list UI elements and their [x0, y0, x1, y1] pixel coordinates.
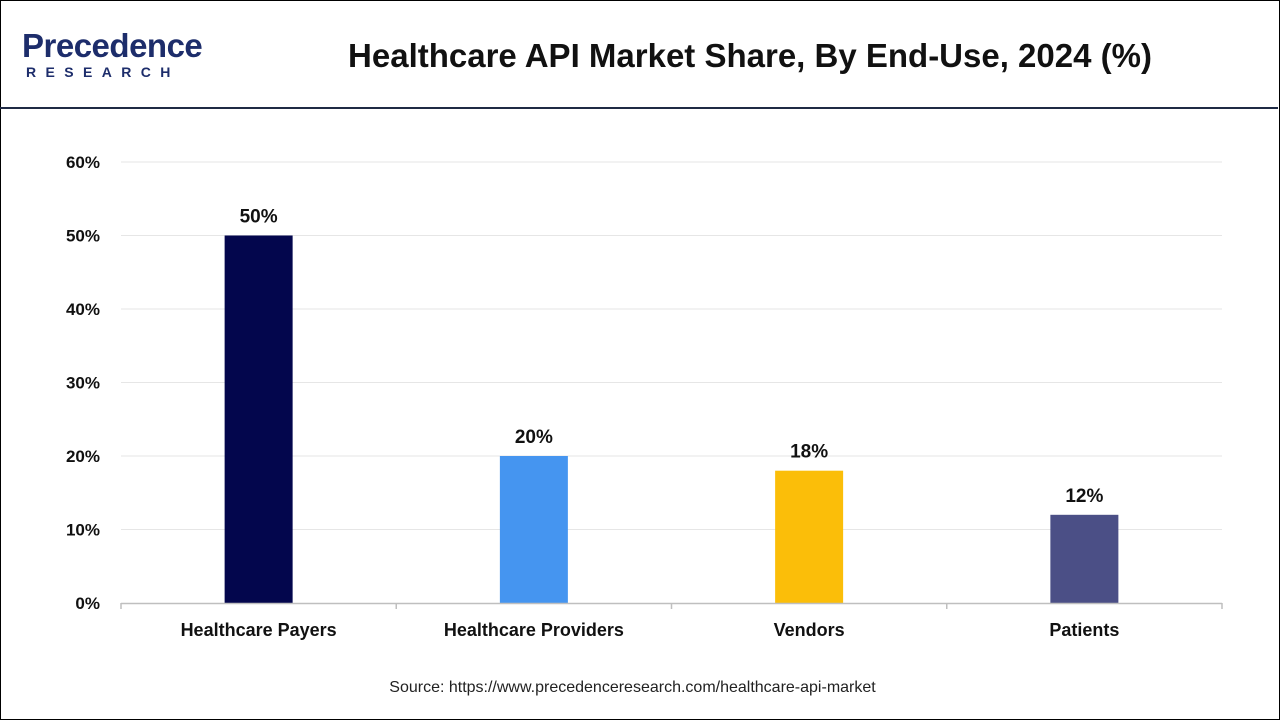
- y-tick-label: 50%: [66, 227, 100, 246]
- logo-wordmark: Precedence: [22, 27, 203, 64]
- x-tick-label: Healthcare Payers: [181, 620, 337, 640]
- x-axis: [120, 602, 1223, 609]
- y-tick-label: 30%: [66, 374, 100, 393]
- data-label: 50%: [240, 207, 278, 228]
- precedence-research-logo: Precedence RESEARCH: [22, 28, 222, 84]
- y-tick-label: 0%: [75, 594, 100, 613]
- data-label: 18%: [790, 442, 828, 463]
- chart-title: Healthcare API Market Share, By End-Use,…: [348, 37, 1152, 74]
- bar: [224, 235, 293, 603]
- x-axis-tick-labels: Healthcare Payers Healthcare Providers Ven…: [181, 620, 1120, 640]
- y-axis-tick-labels: 0% 10% 20% 30% 40% 50% 60%: [66, 153, 100, 613]
- y-tick-label: 20%: [66, 447, 100, 466]
- bar: [499, 456, 568, 603]
- logo-subtitle: RESEARCH: [26, 64, 180, 80]
- header: Precedence RESEARCH Healthcare API Marke…: [0, 0, 1278, 109]
- source-note: Source: https://www.precedenceresearch.c…: [389, 679, 876, 696]
- x-tick-label: Healthcare Providers: [444, 620, 624, 640]
- data-labels: 50% 20% 18% 12%: [240, 207, 1104, 507]
- x-tick-label: Vendors: [774, 620, 845, 640]
- y-tick-label: 10%: [66, 521, 100, 540]
- bar: [1050, 514, 1119, 603]
- gridlines: [121, 161, 1222, 530]
- bar: [775, 470, 844, 603]
- bars: [224, 235, 1119, 603]
- data-label: 12%: [1065, 486, 1103, 507]
- x-tick-label: Patients: [1049, 620, 1119, 640]
- y-tick-label: 60%: [66, 153, 100, 172]
- data-label: 20%: [515, 427, 553, 448]
- y-tick-label: 40%: [66, 300, 100, 319]
